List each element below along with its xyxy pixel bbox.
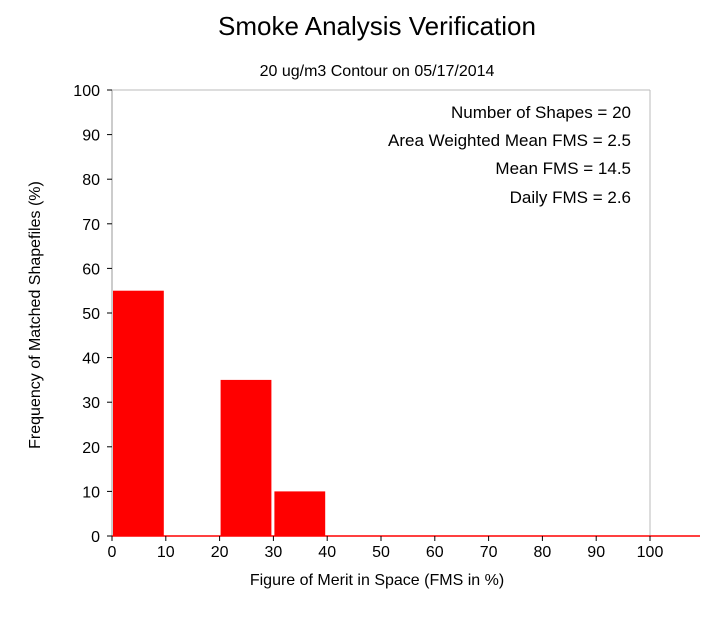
y-tick-label-0: 0 [91,529,100,546]
y-tick-label-20: 20 [82,440,100,457]
stat-annotation-2: Area Weighted Mean FMS = 2.5 [388,131,631,150]
x-tick-label-60: 60 [426,544,444,561]
chart-subtitle: 20 ug/m3 Contour on 05/17/2014 [260,63,495,80]
x-tick-label-0: 0 [108,544,117,561]
y-tick-label-90: 90 [82,128,100,145]
bar-0-10 [113,290,164,536]
x-tick-label-10: 10 [157,544,175,561]
x-tick-label-80: 80 [534,544,552,561]
y-tick-label-100: 100 [73,83,100,100]
ticks-group: 0 10 20 30 40 50 60 70 80 90 100 0 10 20 30 40 50 60 70 80 9… [73,83,663,561]
y-tick-label-80: 80 [82,172,100,189]
y-tick-label-30: 30 [82,395,100,412]
x-tick-label-20: 20 [211,544,229,561]
y-axis-label: Frequency of Matched Shapefiles (%) [27,181,44,449]
x-tick-label-90: 90 [587,544,605,561]
chart-title: Smoke Analysis Verification [218,11,536,41]
axes-group [111,89,700,537]
y-tick-label-70: 70 [82,217,100,234]
x-tick-label-100: 100 [637,544,664,561]
bar-30-40 [274,491,326,536]
y-tick-label-60: 60 [82,261,100,278]
stat-annotation-4: Daily FMS = 2.6 [510,188,631,207]
y-tick-label-10: 10 [82,484,100,501]
stat-annotation-1: Number of Shapes = 20 [451,103,631,122]
stats-group: Number of Shapes = 20 Area Weighted Mean … [388,103,631,207]
stat-annotation-3: Mean FMS = 14.5 [495,159,631,178]
x-tick-label-50: 50 [372,544,390,561]
x-tick-label-30: 30 [265,544,283,561]
x-axis-label: Figure of Merit in Space (FMS in %) [250,572,504,589]
x-tick-label-40: 40 [318,544,336,561]
bars-group [113,290,326,536]
bar-20-30 [220,379,272,536]
y-tick-label-50: 50 [82,306,100,323]
y-tick-label-40: 40 [82,351,100,368]
x-tick-label-70: 70 [480,544,498,561]
